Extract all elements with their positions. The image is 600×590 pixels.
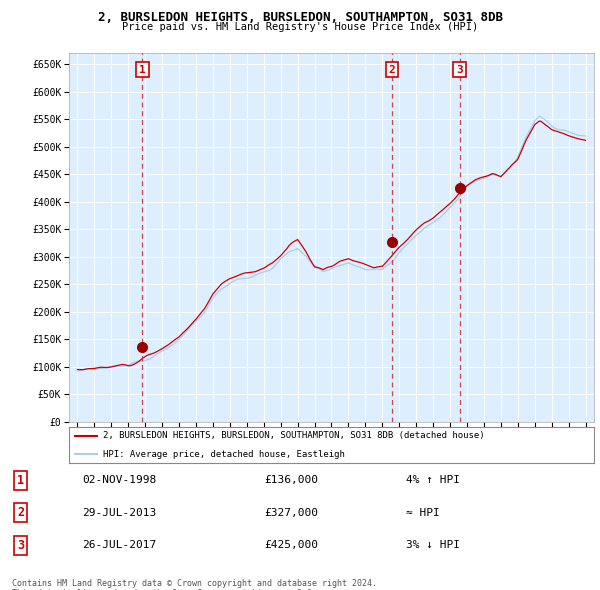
Text: 3: 3 — [17, 539, 24, 552]
Text: 2: 2 — [17, 506, 24, 519]
Text: 3: 3 — [456, 65, 463, 74]
Text: £136,000: £136,000 — [265, 476, 319, 485]
Text: 2: 2 — [389, 65, 395, 74]
Text: This data is licensed under the Open Government Licence v3.0.: This data is licensed under the Open Gov… — [12, 589, 317, 590]
Text: £425,000: £425,000 — [265, 540, 319, 550]
Text: ≈ HPI: ≈ HPI — [406, 508, 440, 517]
Text: 2, BURSLEDON HEIGHTS, BURSLEDON, SOUTHAMPTON, SO31 8DB (detached house): 2, BURSLEDON HEIGHTS, BURSLEDON, SOUTHAM… — [103, 431, 485, 440]
Text: 1: 1 — [139, 65, 146, 74]
Text: Contains HM Land Registry data © Crown copyright and database right 2024.: Contains HM Land Registry data © Crown c… — [12, 579, 377, 588]
Text: 02-NOV-1998: 02-NOV-1998 — [82, 476, 157, 485]
Text: 29-JUL-2013: 29-JUL-2013 — [82, 508, 157, 517]
Text: 4% ↑ HPI: 4% ↑ HPI — [406, 476, 460, 485]
Text: 2, BURSLEDON HEIGHTS, BURSLEDON, SOUTHAMPTON, SO31 8DB: 2, BURSLEDON HEIGHTS, BURSLEDON, SOUTHAM… — [97, 11, 503, 24]
Text: Price paid vs. HM Land Registry's House Price Index (HPI): Price paid vs. HM Land Registry's House … — [122, 22, 478, 32]
Text: 26-JUL-2017: 26-JUL-2017 — [82, 540, 157, 550]
Text: 3% ↓ HPI: 3% ↓ HPI — [406, 540, 460, 550]
Text: HPI: Average price, detached house, Eastleigh: HPI: Average price, detached house, East… — [103, 450, 345, 458]
Text: 1: 1 — [17, 474, 24, 487]
Text: £327,000: £327,000 — [265, 508, 319, 517]
